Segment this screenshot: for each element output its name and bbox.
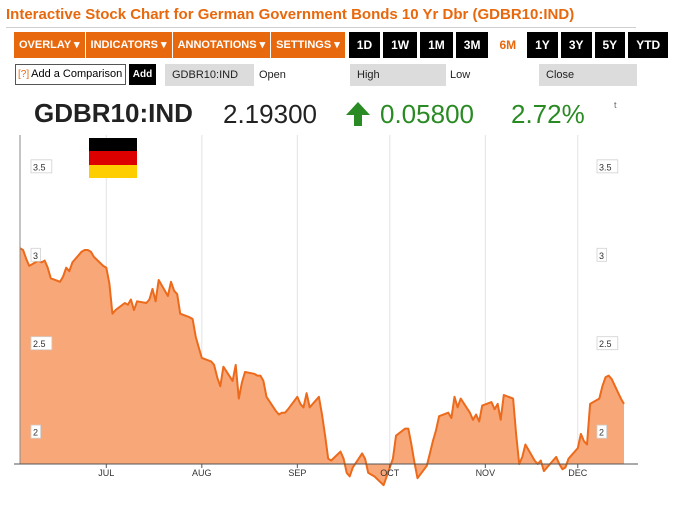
annotations-menu[interactable]: ANNOTATIONS ▾ — [172, 32, 271, 58]
x-tick-label: DEC — [568, 468, 588, 478]
y-tick-box — [30, 247, 42, 262]
quote-symbol: GDBR10:IND — [34, 98, 193, 128]
y-tick-label-right: 3.5 — [599, 162, 612, 172]
y-tick-label-right: 3 — [599, 251, 604, 261]
up-arrow-icon — [346, 102, 370, 126]
y-tick-label-left: 3 — [33, 251, 38, 261]
x-tick-label: OCT — [380, 468, 400, 478]
y-tick-box — [596, 424, 608, 439]
quote-header: GDBR10:IND 2.19300 0.05800 2.72% t — [0, 92, 692, 136]
range-6m-button[interactable]: 6M — [491, 32, 525, 58]
range-1w-button[interactable]: 1W — [383, 32, 418, 58]
price-area — [20, 248, 624, 486]
quote-price: 2.19300 — [223, 99, 317, 129]
overlay-menu[interactable]: OVERLAY ▾ — [14, 32, 85, 58]
germany-flag-icon — [89, 138, 137, 178]
range-3y-button[interactable]: 3Y — [560, 32, 592, 58]
high-label: High — [350, 64, 446, 86]
chart-toolbar: OVERLAY ▾ INDICATORS ▾ ANNOTATIONS ▾ SET… — [14, 32, 669, 58]
range-1y-button[interactable]: 1Y — [527, 32, 558, 58]
y-tick-label-right: 2 — [599, 428, 604, 438]
range-5y-button[interactable]: 5Y — [594, 32, 626, 58]
close-label: Close — [539, 64, 637, 86]
x-tick-label: SEP — [288, 468, 306, 478]
y-tick-label-left: 2 — [33, 428, 38, 438]
range-3m-button[interactable]: 3M — [455, 32, 489, 58]
y-tick-box — [596, 336, 619, 351]
range-1m-button[interactable]: 1M — [420, 32, 453, 58]
y-tick-label-right: 2.5 — [599, 339, 612, 349]
settings-menu[interactable]: SETTINGS ▾ — [271, 32, 345, 58]
add-comparison-button[interactable]: Add — [129, 64, 156, 85]
y-tick-label-left: 3.5 — [33, 162, 46, 172]
y-tick-box — [30, 424, 42, 439]
y-tick-label-left: 2.5 — [33, 339, 46, 349]
corner-mark: t — [614, 100, 617, 110]
ticker-cell: GDBR10:IND — [165, 64, 254, 86]
price-line — [19, 247, 625, 487]
x-tick-label: NOV — [476, 468, 496, 478]
open-label: Open — [259, 69, 286, 81]
indicators-menu[interactable]: INDICATORS ▾ — [85, 32, 172, 58]
y-tick-box — [596, 159, 619, 174]
range-1d-button[interactable]: 1D — [348, 32, 381, 58]
comparison-placeholder: Add a Comparison — [31, 68, 123, 80]
x-tick-label: AUG — [192, 468, 212, 478]
range-ytd-button[interactable]: YTD — [628, 32, 669, 58]
title-divider — [6, 27, 636, 28]
x-tick-label: JUL — [98, 468, 114, 478]
y-tick-box — [596, 247, 608, 262]
page-title: Interactive Stock Chart for German Gover… — [6, 6, 575, 23]
y-tick-box — [30, 159, 53, 174]
comparison-input[interactable]: [?] Add a Comparison — [15, 64, 126, 85]
quote-change: 0.05800 — [380, 99, 474, 129]
y-tick-box — [30, 336, 53, 351]
quote-percent: 2.72% — [511, 99, 585, 129]
help-icon[interactable]: [?] — [18, 69, 30, 80]
low-label: Low — [450, 69, 471, 81]
